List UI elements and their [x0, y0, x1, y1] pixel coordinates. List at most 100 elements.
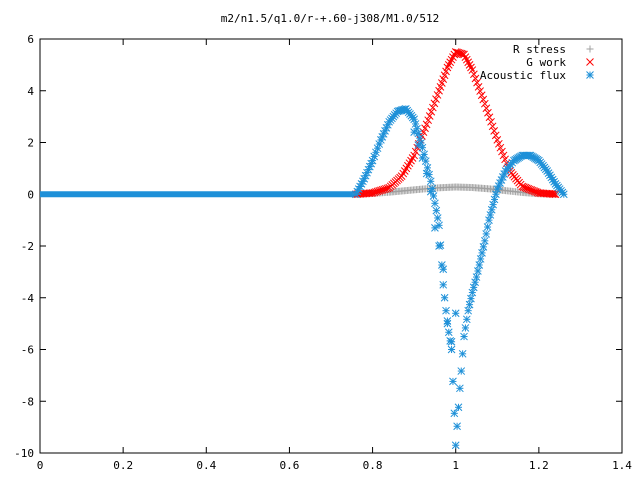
data-point: [410, 128, 418, 137]
data-point: [480, 99, 489, 108]
data-point: [419, 128, 428, 137]
data-point: [435, 221, 443, 230]
data-point: [486, 211, 495, 219]
data-point: [469, 283, 478, 292]
data-point: [559, 190, 568, 199]
legend-label: R stress: [513, 43, 566, 56]
data-point: [471, 74, 480, 83]
y-tick-label: 2: [27, 137, 34, 150]
data-point: [464, 306, 473, 315]
legend-marker: [586, 45, 594, 53]
data-point: [422, 120, 431, 129]
y-tick-label: -2: [21, 240, 34, 253]
data-point: [414, 129, 423, 138]
y-tick-label: -6: [21, 344, 34, 357]
data-point: [431, 224, 439, 232]
data-point: [454, 48, 463, 57]
data-point: [442, 306, 450, 315]
y-tick-label: 0: [27, 188, 34, 201]
data-point: [476, 87, 484, 95]
data-point: [367, 189, 375, 197]
data-point: [490, 195, 499, 204]
data-point: [461, 324, 470, 332]
data-point: [440, 293, 449, 302]
data-point: [432, 206, 441, 215]
data-point: [474, 267, 482, 275]
data-point: [456, 49, 464, 58]
data-point: [433, 91, 442, 99]
x-tick-label: 0.6: [279, 459, 299, 472]
data-point: [478, 249, 486, 257]
data-point: [467, 294, 475, 303]
data-point: [422, 169, 431, 178]
data-point: [421, 124, 429, 133]
data-point: [414, 141, 423, 149]
data-point: [547, 173, 556, 182]
data-point: [458, 349, 467, 358]
data-point: [551, 190, 560, 199]
data-point: [426, 177, 435, 186]
data-point: [485, 216, 493, 224]
data-point: [450, 409, 459, 418]
data-point: [451, 441, 460, 450]
data-point: [468, 66, 477, 74]
data-point: [473, 78, 481, 87]
data-point: [499, 151, 508, 160]
data-point: [468, 288, 477, 297]
y-tick-label: -10: [14, 447, 34, 460]
axis-ticks: 0 0.2 0.4 0.6 0.8 1 1.2 1.4 6 4 2 0 -2 -4 -6 -8 -10: [14, 33, 632, 472]
y-tick-label: -8: [21, 395, 34, 408]
data-point: [477, 91, 486, 100]
data-point: [411, 120, 420, 128]
data-point: [476, 255, 485, 263]
data-point: [439, 280, 448, 289]
x-tick-label: 1.4: [612, 459, 632, 472]
data-point: [483, 223, 492, 231]
data-point: [451, 48, 460, 56]
data-point: [480, 236, 489, 245]
data-point: [451, 309, 460, 318]
x-tick-label: 0.4: [196, 459, 216, 472]
y-tick-label: -4: [21, 292, 35, 305]
data-point: [443, 317, 452, 325]
data-point: [353, 187, 362, 196]
data-point: [465, 300, 474, 309]
data-point: [462, 315, 471, 324]
data-point: [447, 337, 456, 346]
x-tick-label: 0: [37, 459, 44, 472]
data-point: [429, 192, 438, 200]
data-point: [475, 261, 484, 269]
data-point: [431, 199, 439, 208]
data-point: [453, 48, 461, 57]
data-point: [426, 187, 435, 196]
data-point: [474, 83, 483, 91]
data-point: [498, 147, 506, 156]
data-point: [428, 103, 437, 112]
legend-label: G work: [526, 56, 566, 69]
data-point: [489, 200, 497, 209]
data-point: [487, 117, 495, 126]
data-point: [427, 107, 436, 116]
data-point: [485, 113, 494, 122]
series-scatter-3: [410, 128, 460, 346]
data-point: [479, 243, 488, 251]
data-point: [444, 328, 453, 337]
data-point: [432, 95, 440, 104]
y-tick-label: 6: [27, 33, 34, 46]
chart-title: m2/n1.5/q1.0/r-+.60-j308/M1.0/512: [221, 12, 440, 25]
data-point: [492, 190, 500, 199]
series-layer: [40, 48, 568, 450]
series-g-work: [352, 48, 560, 199]
y-tick-label: 4: [27, 85, 34, 98]
x-tick-label: 0.8: [363, 459, 383, 472]
data-point: [424, 116, 433, 125]
data-point: [457, 367, 466, 375]
data-point: [433, 214, 442, 222]
data-point: [494, 139, 503, 148]
data-point: [454, 403, 463, 412]
x-tick-label: 1: [452, 459, 459, 472]
data-point: [365, 189, 374, 198]
data-point: [449, 377, 457, 386]
